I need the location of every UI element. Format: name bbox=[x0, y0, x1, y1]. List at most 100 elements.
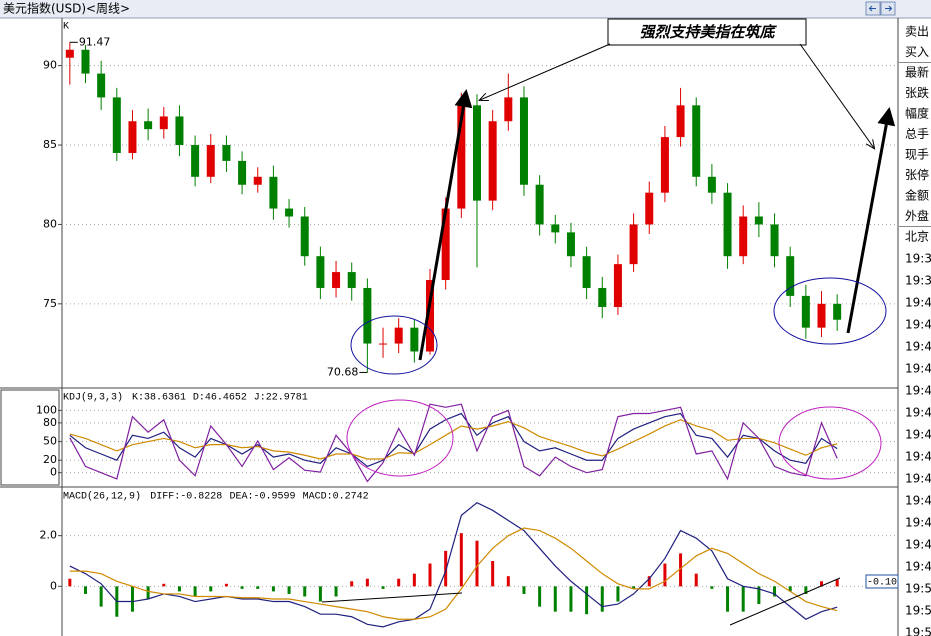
sidebar-time: 19:4 bbox=[905, 472, 931, 486]
y-tick-label: 90 bbox=[43, 59, 57, 72]
macd-bar bbox=[287, 586, 291, 594]
candle-body bbox=[598, 287, 607, 308]
sidebar-time: 19:4 bbox=[905, 362, 931, 376]
legend-entry: K:38.6361 bbox=[132, 393, 186, 404]
macd-bar bbox=[193, 586, 197, 597]
candle-body bbox=[488, 121, 497, 201]
max-label: 91.47 bbox=[79, 35, 111, 48]
candle-body bbox=[300, 216, 309, 257]
macd-bar bbox=[553, 586, 557, 612]
candle-body bbox=[613, 264, 622, 308]
candle-body bbox=[379, 343, 388, 345]
macd-bar bbox=[412, 573, 416, 587]
sidebar-time: 19:4 bbox=[905, 538, 931, 552]
sidebar-label: 买入 bbox=[905, 45, 929, 59]
panel-title: MACD(26,12,9) bbox=[63, 491, 141, 503]
macd-bar bbox=[600, 586, 604, 612]
candle-body bbox=[645, 192, 654, 225]
sidebar-label: 幅度 bbox=[905, 106, 929, 121]
callout-box bbox=[607, 18, 807, 46]
legend-entry: D:46.4652 bbox=[193, 393, 247, 404]
candle-body bbox=[332, 272, 341, 288]
callout-arrow bbox=[799, 43, 874, 148]
macd-bar bbox=[475, 540, 479, 587]
macd-bar bbox=[694, 573, 698, 587]
macd-bar bbox=[381, 586, 385, 589]
sidebar-time: 19:3 bbox=[905, 274, 931, 288]
sidebar-label: 卖出 bbox=[905, 25, 929, 39]
candle-body bbox=[535, 184, 544, 225]
sidebar-time: 19:4 bbox=[905, 494, 931, 508]
macd-bar bbox=[491, 560, 495, 587]
sidebar-time: 19:5 bbox=[905, 626, 931, 636]
macd-bar bbox=[303, 586, 307, 597]
legend-entry: J:22.9781 bbox=[254, 393, 308, 404]
y-tick-label: 2.0 bbox=[40, 529, 58, 542]
y-tick-label: 50 bbox=[43, 435, 57, 448]
trend-arrow bbox=[846, 107, 896, 334]
sidebar-label: 张跌 bbox=[905, 85, 929, 100]
candle-body bbox=[723, 192, 732, 257]
candle-body bbox=[692, 105, 701, 177]
sidebar-time: 19:5 bbox=[905, 604, 931, 618]
legend-entry: DEA:-0.9599 bbox=[230, 492, 296, 503]
left-box bbox=[0, 389, 60, 486]
candle-body bbox=[316, 256, 325, 288]
candle-body bbox=[566, 232, 575, 257]
sidebar-label: 张停 bbox=[905, 167, 929, 182]
candle-body bbox=[269, 176, 278, 209]
candle-body bbox=[582, 256, 591, 288]
candle-body bbox=[410, 327, 419, 352]
candle-body bbox=[504, 97, 513, 122]
candle-body bbox=[660, 137, 669, 193]
macd-bar bbox=[130, 586, 134, 612]
macd-bar bbox=[820, 581, 824, 587]
candle-body bbox=[285, 208, 294, 217]
highlight-ellipse bbox=[350, 315, 438, 375]
y-tick-label: 20 bbox=[43, 453, 57, 466]
macd-bar bbox=[271, 586, 275, 592]
highlight-ellipse bbox=[346, 399, 454, 477]
sidebar-time: 19:4 bbox=[905, 296, 931, 310]
macd-bar bbox=[209, 586, 213, 592]
candle-body bbox=[472, 105, 481, 201]
series-line bbox=[69, 403, 838, 483]
macd-bar bbox=[569, 586, 573, 612]
sidebar-time: 19:4 bbox=[905, 450, 931, 464]
macd-bar bbox=[663, 563, 667, 587]
series-line bbox=[69, 419, 838, 460]
macd-bar bbox=[632, 586, 636, 589]
macd-bar bbox=[757, 586, 761, 605]
series-line bbox=[69, 527, 838, 620]
macd-bar bbox=[365, 578, 369, 587]
y-tick-label: 85 bbox=[43, 138, 57, 151]
y-tick-label: 0 bbox=[50, 466, 57, 479]
candle-body bbox=[551, 224, 560, 233]
sidebar-label: 总手 bbox=[905, 127, 929, 141]
candle-body bbox=[175, 116, 184, 146]
candle-body bbox=[238, 160, 247, 185]
macd-bar bbox=[538, 586, 542, 607]
cursor-label: -0.10 bbox=[867, 578, 897, 589]
candle-body bbox=[833, 303, 842, 320]
macd-bar bbox=[804, 586, 808, 594]
trend-arrow bbox=[418, 89, 473, 361]
title-bar bbox=[0, 0, 931, 18]
candle-body bbox=[426, 280, 435, 352]
sidebar-label: 外盘 bbox=[905, 208, 929, 223]
candle-body bbox=[81, 49, 90, 74]
macd-bar bbox=[679, 553, 683, 587]
candle-body bbox=[739, 216, 748, 257]
divergence-line bbox=[729, 577, 841, 626]
candle-body bbox=[128, 121, 137, 153]
macd-bar bbox=[240, 586, 244, 589]
y-tick-label: 75 bbox=[43, 297, 57, 310]
macd-bar bbox=[162, 583, 166, 587]
macd-bar bbox=[506, 576, 510, 587]
macd-bar bbox=[318, 586, 322, 602]
macd-bar bbox=[99, 586, 103, 607]
macd-bar bbox=[459, 533, 463, 587]
sidebar-label: 金额 bbox=[905, 188, 929, 203]
